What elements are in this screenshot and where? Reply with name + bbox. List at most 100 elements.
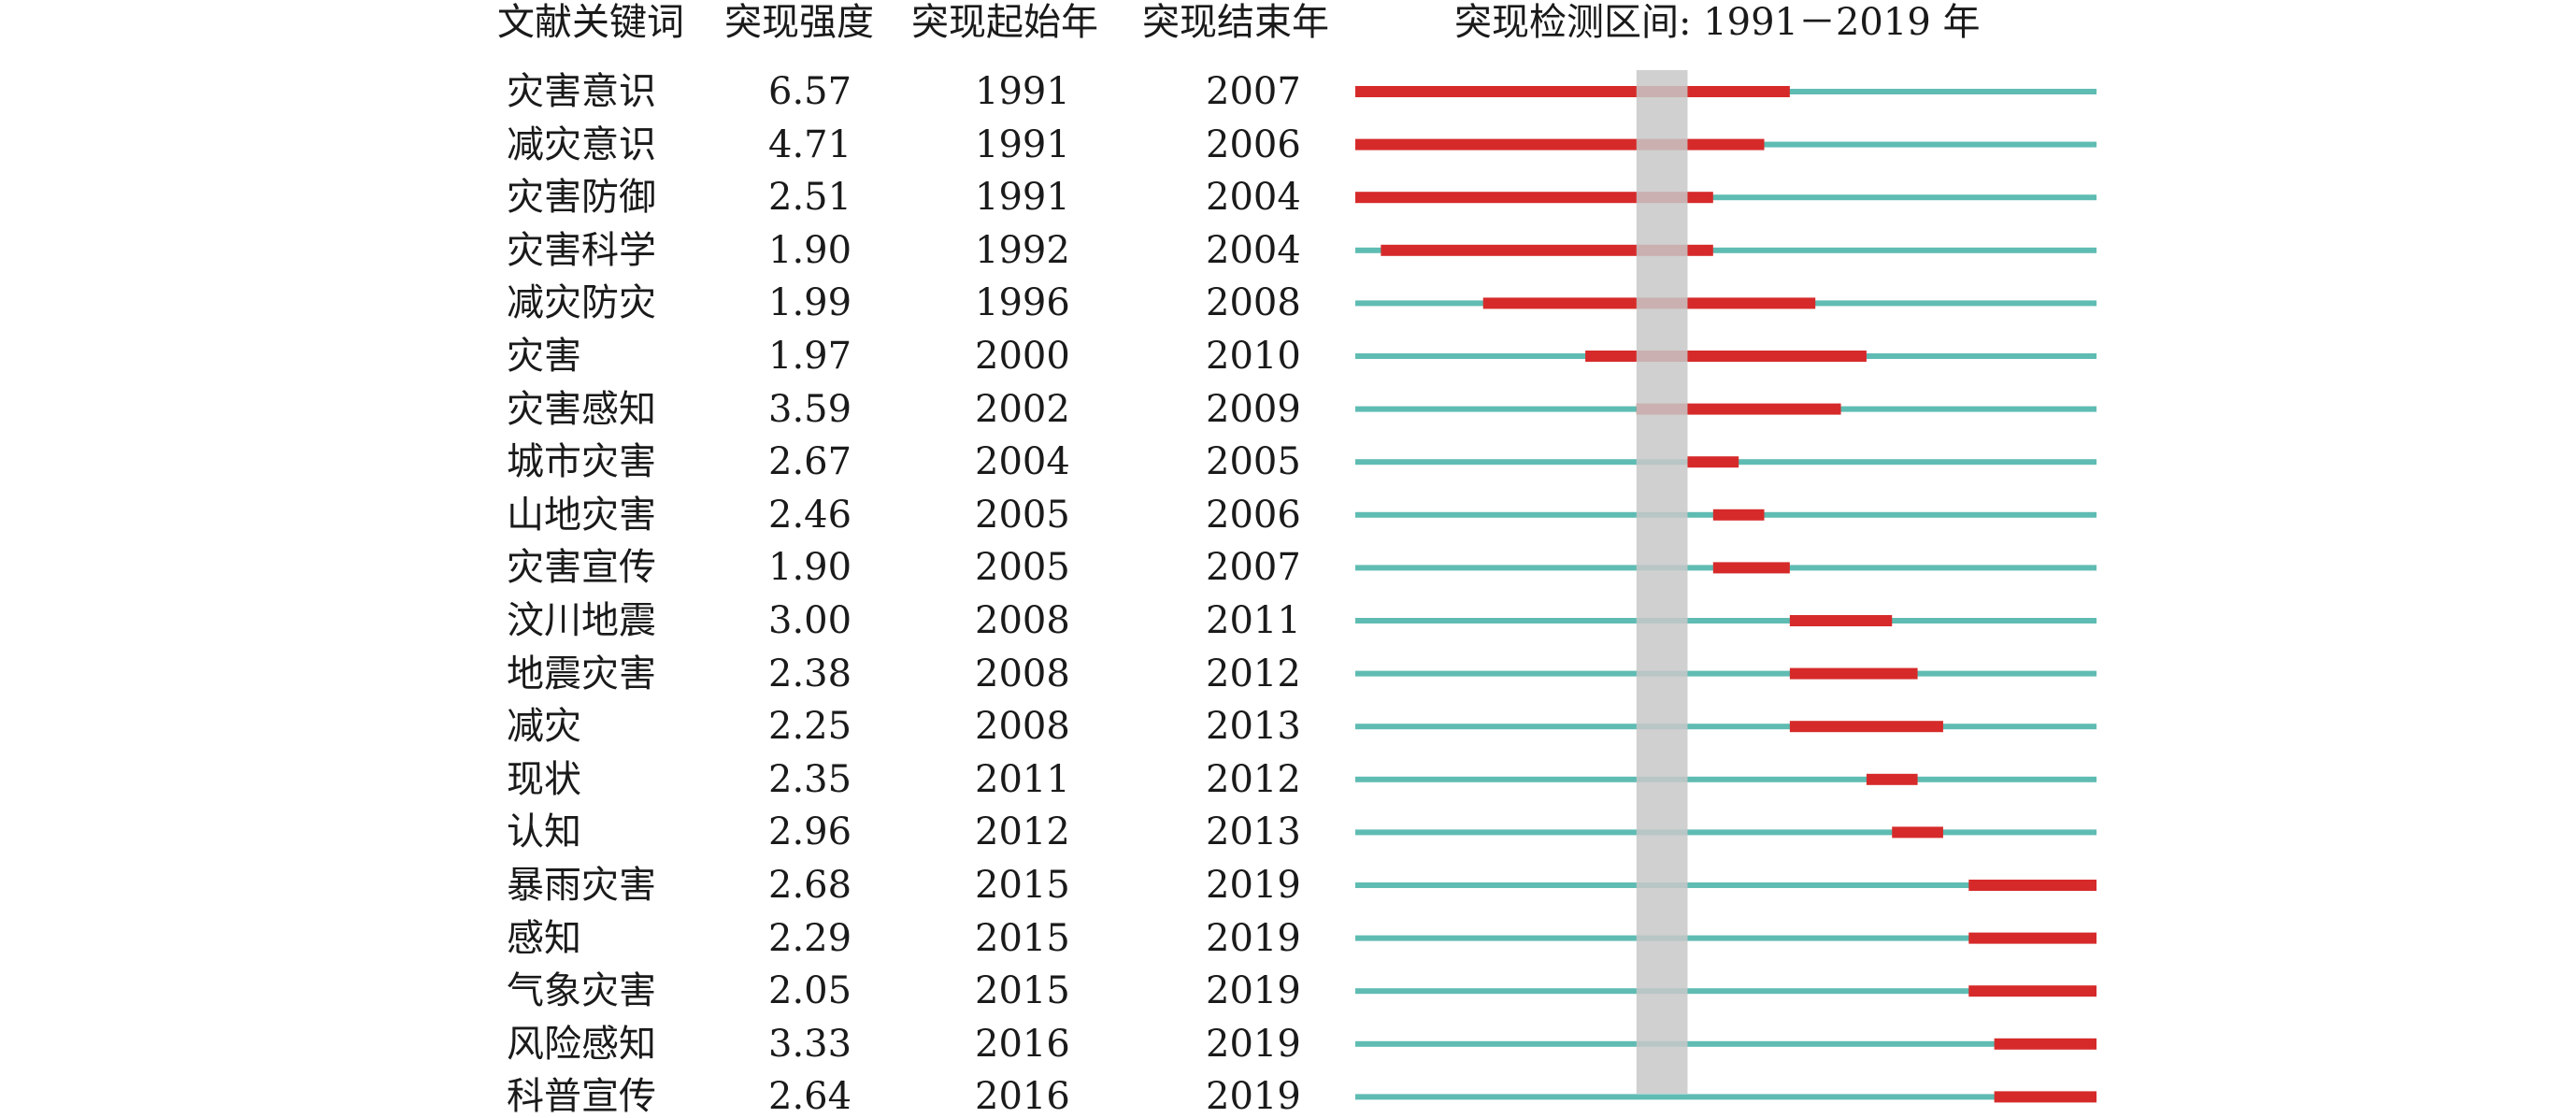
end-year: 2019 xyxy=(1206,864,1301,907)
strength-value: 3.33 xyxy=(768,1022,852,1066)
burst-bar xyxy=(1355,86,1790,97)
end-year: 2013 xyxy=(1206,705,1301,749)
strength-value: 2.64 xyxy=(768,1075,852,1118)
begin-year: 2015 xyxy=(975,916,1070,960)
keyword-label: 感知 xyxy=(507,916,581,960)
timeline-baseline xyxy=(1355,935,2097,941)
keyword-label: 现状 xyxy=(507,757,581,801)
header-begin: 突现起始年 xyxy=(911,1,1098,44)
end-year: 2013 xyxy=(1206,810,1301,854)
timeline-baseline xyxy=(1355,829,2097,836)
keyword-label: 山地灾害 xyxy=(507,493,656,537)
timeline-baseline xyxy=(1355,618,2097,624)
keyword-label: 暴雨灾害 xyxy=(507,864,656,907)
begin-year: 2015 xyxy=(975,864,1070,907)
burst-bar xyxy=(1789,667,1918,680)
strength-value: 2.25 xyxy=(768,705,852,749)
end-year: 2006 xyxy=(1206,493,1301,537)
timeline-baseline xyxy=(1355,776,2097,782)
strength-value: 2.96 xyxy=(768,810,852,854)
strength-value: 1.90 xyxy=(768,546,852,590)
header-strength: 突现强度 xyxy=(724,1,874,44)
strength-value: 2.05 xyxy=(768,969,852,1013)
end-year: 2019 xyxy=(1206,916,1301,960)
begin-year: 2008 xyxy=(975,705,1070,749)
strength-value: 1.90 xyxy=(768,228,852,272)
burst-bar xyxy=(1355,192,1713,204)
timeline-baseline xyxy=(1355,1094,2097,1100)
timeline-baseline xyxy=(1355,882,2097,888)
timeline-baseline xyxy=(1355,670,2097,677)
keyword-label: 灾害 xyxy=(507,335,581,378)
strength-value: 3.00 xyxy=(768,599,852,642)
begin-year: 2008 xyxy=(975,652,1070,695)
keyword-label: 城市灾害 xyxy=(507,440,656,484)
keyword-label: 认知 xyxy=(507,810,581,854)
timeline-baseline xyxy=(1355,194,2097,201)
begin-year: 1991 xyxy=(975,122,1070,166)
strength-value: 3.59 xyxy=(768,387,852,431)
burst-bar xyxy=(1355,138,1765,150)
strength-value: 1.97 xyxy=(768,335,852,378)
end-year: 2011 xyxy=(1206,599,1301,642)
end-year: 2008 xyxy=(1206,281,1301,325)
end-year: 2007 xyxy=(1206,70,1301,113)
end-year: 2019 xyxy=(1206,1022,1301,1066)
begin-year: 2008 xyxy=(975,599,1070,642)
burst-bar xyxy=(1789,721,1943,733)
end-year: 2004 xyxy=(1206,228,1301,272)
begin-year: 2000 xyxy=(975,335,1070,378)
end-year: 2009 xyxy=(1206,387,1301,431)
end-year: 2012 xyxy=(1206,652,1301,695)
end-year: 2005 xyxy=(1206,440,1301,484)
strength-value: 2.67 xyxy=(768,440,852,484)
timeline-baseline xyxy=(1355,988,2097,995)
end-year: 2010 xyxy=(1206,335,1301,378)
burst-bar xyxy=(1381,244,1713,256)
keyword-label: 风险感知 xyxy=(507,1022,656,1066)
begin-year: 1991 xyxy=(975,70,1070,113)
keyword-label: 科普宣传 xyxy=(507,1075,656,1118)
begin-year: 2015 xyxy=(975,969,1070,1013)
burst-bar xyxy=(1994,1091,2097,1103)
begin-year: 2016 xyxy=(975,1022,1070,1066)
strength-value: 4.71 xyxy=(768,122,852,166)
keyword-label: 气象灾害 xyxy=(507,969,656,1013)
keyword-label: 灾害科学 xyxy=(507,228,656,272)
burst-bar xyxy=(1994,1038,2097,1050)
strength-value: 2.35 xyxy=(768,757,852,801)
end-year: 2019 xyxy=(1206,1075,1301,1118)
burst-bar xyxy=(1968,880,2097,891)
burst-bar xyxy=(1866,773,1918,785)
burst-bar xyxy=(1968,932,2097,944)
burst-bar xyxy=(1712,562,1790,574)
strength-value: 2.51 xyxy=(768,176,852,220)
end-year: 2019 xyxy=(1206,969,1301,1013)
strength-value: 1.99 xyxy=(768,281,852,325)
keyword-label: 汶川地震 xyxy=(507,599,656,642)
keyword-label: 灾害意识 xyxy=(507,70,656,113)
keyword-label: 减灾意识 xyxy=(507,122,656,166)
header-range: 突现检测区间: 1991－2019 年 xyxy=(1454,1,1981,44)
begin-year: 2011 xyxy=(975,757,1070,801)
timeline-baseline xyxy=(1355,724,2097,730)
begin-year: 1992 xyxy=(975,228,1070,272)
end-year: 2012 xyxy=(1206,757,1301,801)
strength-value: 2.46 xyxy=(768,493,852,537)
begin-year: 1991 xyxy=(975,176,1070,220)
highlight-band xyxy=(1636,70,1688,1094)
burst-bar xyxy=(1687,456,1739,468)
strength-value: 2.38 xyxy=(768,652,852,695)
begin-year: 2005 xyxy=(975,493,1070,537)
timeline-baseline xyxy=(1355,247,2097,253)
burst-bar xyxy=(1789,615,1893,626)
header-end: 突现结束年 xyxy=(1142,1,1329,44)
keyword-label: 减灾 xyxy=(507,705,581,749)
begin-year: 2002 xyxy=(975,387,1070,431)
keyword-label: 灾害感知 xyxy=(507,387,656,431)
keyword-label: 地震灾害 xyxy=(507,652,656,695)
strength-value: 2.29 xyxy=(768,916,852,960)
begin-year: 1996 xyxy=(975,281,1070,325)
